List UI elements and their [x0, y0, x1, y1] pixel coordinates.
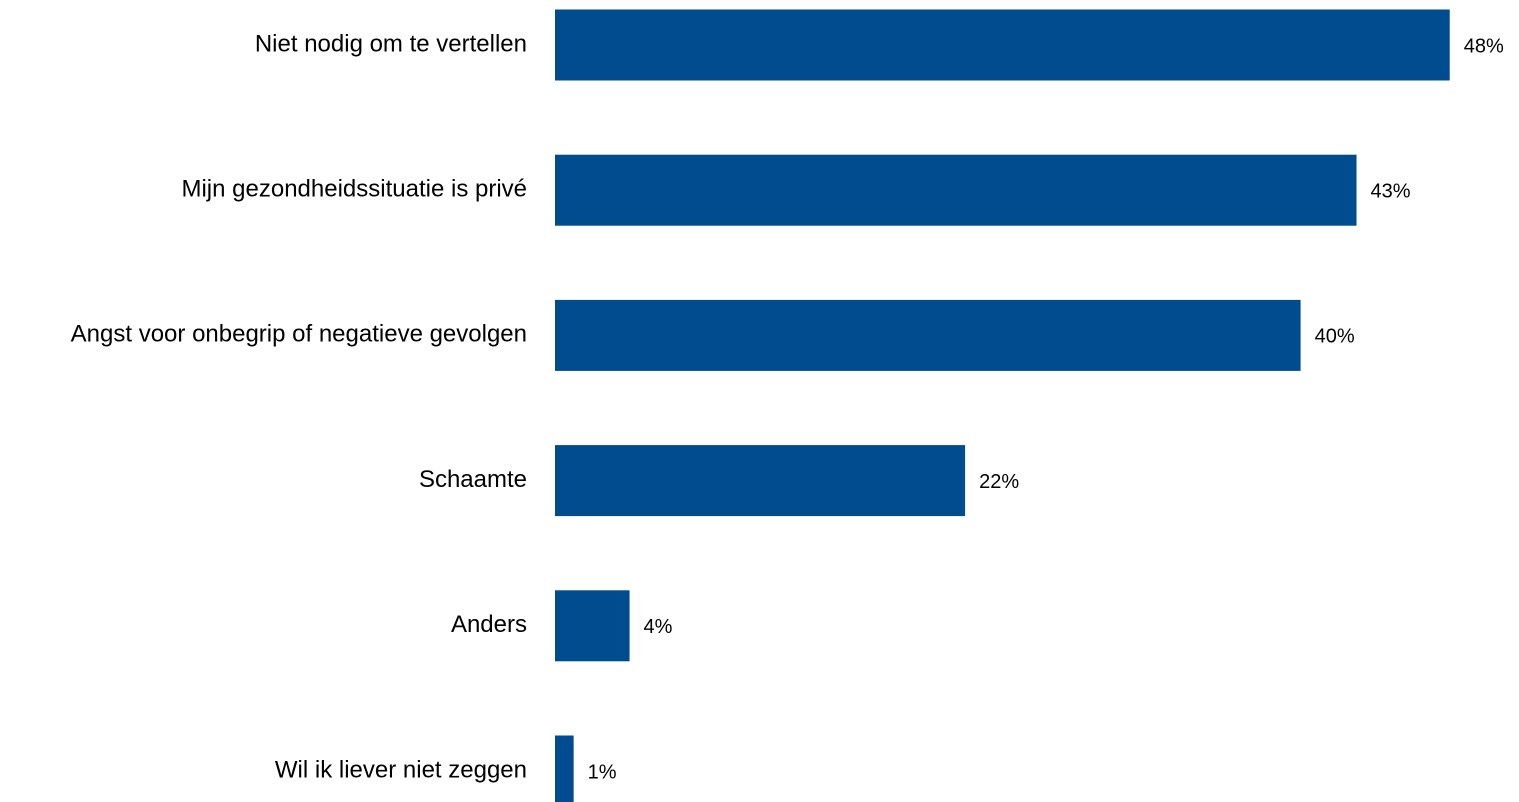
bar: [555, 154, 1357, 226]
value-label: 48%: [1464, 35, 1504, 57]
value-label: 22%: [979, 471, 1019, 493]
bar: [555, 9, 1450, 81]
value-label: 1%: [588, 761, 617, 783]
category-label: Niet nodig om te vertellen: [255, 30, 527, 57]
value-label: 4%: [644, 616, 673, 638]
category-label: Wil ik liever niet zeggen: [275, 756, 527, 783]
category-label: Schaamte: [419, 466, 527, 493]
bar: [555, 299, 1301, 371]
bar: [555, 735, 574, 802]
bar: [555, 445, 966, 517]
category-label: Angst voor onbegrip of negatieve gevolge…: [71, 321, 527, 348]
category-label: Mijn gezondheidssituatie is privé: [181, 176, 527, 203]
value-label: 40%: [1315, 326, 1355, 348]
bar: [555, 590, 630, 662]
category-label: Anders: [451, 611, 527, 638]
value-label: 43%: [1371, 180, 1411, 202]
